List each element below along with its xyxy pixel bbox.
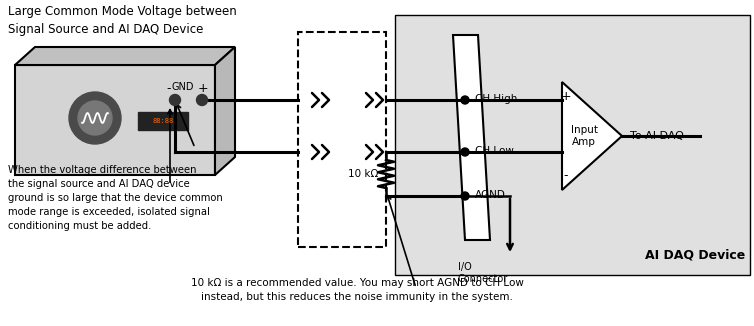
Bar (15, 65, 215, 175)
Text: GND: GND (172, 82, 195, 92)
Polygon shape (15, 47, 235, 65)
Text: CH High: CH High (475, 94, 517, 104)
Text: 10 kΩ is a recommended value. You may short AGND to CH Low
instead, but this red: 10 kΩ is a recommended value. You may sh… (191, 278, 523, 302)
Text: -: - (167, 82, 171, 96)
Text: 88:88: 88:88 (152, 118, 173, 124)
Bar (395, 15, 750, 275)
Circle shape (197, 95, 207, 106)
Text: -: - (564, 170, 569, 183)
Polygon shape (215, 47, 235, 175)
Text: I/O
Connector: I/O Connector (458, 262, 508, 284)
Text: To AI DAQ: To AI DAQ (630, 131, 684, 141)
Text: +: + (198, 82, 208, 96)
Circle shape (78, 101, 112, 135)
Bar (298, 32, 386, 247)
Text: +: + (561, 90, 572, 102)
Text: 10 kΩ: 10 kΩ (348, 169, 378, 179)
Bar (138, 112, 188, 130)
Polygon shape (453, 35, 490, 240)
Text: CH Low: CH Low (475, 146, 514, 156)
Circle shape (170, 95, 180, 106)
Text: Input
Amp: Input Amp (571, 125, 597, 147)
Text: AI DAQ Device: AI DAQ Device (645, 248, 745, 261)
Circle shape (461, 192, 469, 200)
Circle shape (461, 148, 469, 156)
Text: When the voltage difference between
the signal source and AI DAQ device
ground i: When the voltage difference between the … (8, 165, 222, 231)
Text: Large Common Mode Voltage between
Signal Source and AI DAQ Device: Large Common Mode Voltage between Signal… (8, 5, 237, 36)
Text: AGND: AGND (475, 190, 506, 200)
Polygon shape (562, 82, 622, 190)
Circle shape (461, 96, 469, 104)
Circle shape (69, 92, 121, 144)
